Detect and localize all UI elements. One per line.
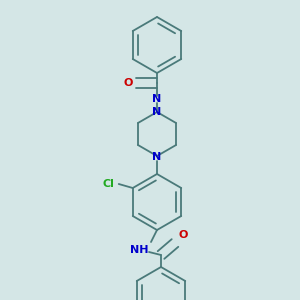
- Text: N: N: [152, 94, 162, 104]
- Text: O: O: [178, 230, 188, 240]
- Text: N: N: [152, 152, 162, 162]
- Text: N: N: [152, 107, 162, 117]
- Text: NH: NH: [130, 245, 148, 255]
- Text: O: O: [123, 78, 133, 88]
- Text: Cl: Cl: [103, 179, 115, 189]
